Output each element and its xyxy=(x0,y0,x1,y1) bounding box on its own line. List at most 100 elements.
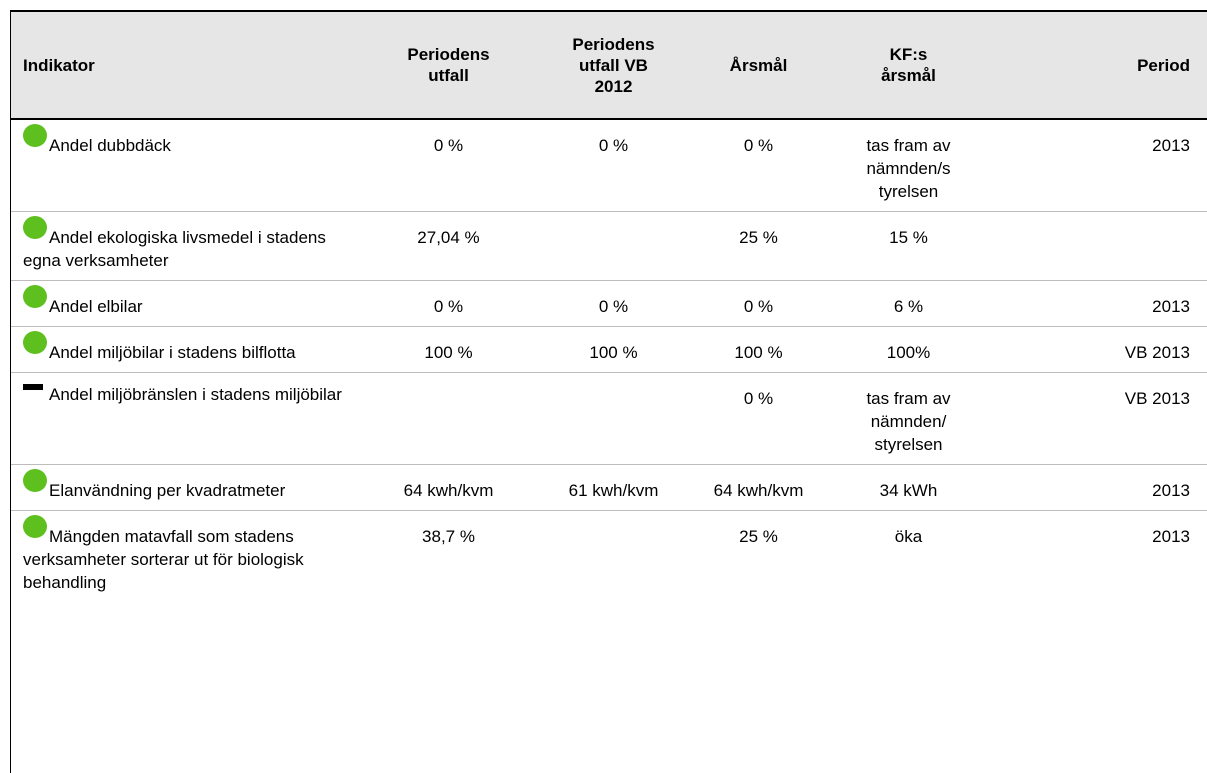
cell-text: 2013 xyxy=(1152,481,1190,500)
table-row: Andel miljöbränslen i stadens miljöbilar… xyxy=(11,372,1207,465)
table-row: Andel elbilar 0 % 0 % 0 % 6 % 2013 xyxy=(11,280,1207,327)
value-cell: 25 % xyxy=(701,511,816,603)
cell-text: VB 2013 xyxy=(1124,343,1190,362)
indicator-cell: Andel miljöbränslen i stadens miljöbilar xyxy=(11,372,371,465)
value-cell: tas fram av nämnden/s tyrelsen xyxy=(816,119,1001,212)
indicator-cell: Andel miljöbilar i stadens bilflotta xyxy=(11,326,371,373)
value-cell xyxy=(371,372,526,465)
cell-text: tas fram av nämnden/ styrelsen xyxy=(866,389,951,454)
status-dot xyxy=(23,515,47,538)
value-cell: 100 % xyxy=(371,326,526,373)
indicator-cell: Elanvändning per kvadratmeter xyxy=(11,464,371,511)
cell-text: Mängden matavfall som stadens verksamhet… xyxy=(23,527,304,592)
value-cell xyxy=(526,211,701,281)
value-cell: 25 % xyxy=(701,211,816,281)
value-cell: 38,7 % xyxy=(371,511,526,603)
indicator-cell: Andel dubbdäck xyxy=(11,119,371,212)
value-cell: 2013 xyxy=(1001,464,1207,511)
value-cell: 6 % xyxy=(816,280,1001,327)
cell-text: 27,04 % xyxy=(417,228,480,247)
header-cell: Periodens utfall VB 2012 xyxy=(526,10,701,120)
value-cell: 61 kwh/kvm xyxy=(526,464,701,511)
cell-text: 25 % xyxy=(739,527,778,546)
cell-text: Elanvändning per kvadratmeter xyxy=(49,481,286,500)
indicator-table: Indikator Periodens utfall Periodens utf… xyxy=(11,10,1207,602)
cell-text: Andel ekologiska livsmedel i stadens egn… xyxy=(23,228,326,270)
value-cell xyxy=(526,511,701,603)
value-cell: 100% xyxy=(816,326,1001,373)
status-dot xyxy=(23,285,47,308)
table-row: Andel miljöbilar i stadens bilflotta 100 … xyxy=(11,326,1207,373)
value-cell xyxy=(1001,211,1207,281)
cell-text: 38,7 % xyxy=(422,527,475,546)
value-cell: 27,04 % xyxy=(371,211,526,281)
value-cell: 0 % xyxy=(526,119,701,212)
value-cell: 100 % xyxy=(701,326,816,373)
cell-text: tas fram av nämnden/s tyrelsen xyxy=(866,136,951,201)
cell-text: 61 kwh/kvm xyxy=(568,481,659,500)
header-cell: Period xyxy=(1001,10,1207,120)
value-cell: VB 2013 xyxy=(1001,372,1207,465)
cell-text: 0 % xyxy=(743,297,774,316)
cell-text: 2013 xyxy=(1152,136,1190,155)
value-cell: 64 kwh/kvm xyxy=(701,464,816,511)
status-dot xyxy=(23,469,47,492)
table-body: Andel dubbdäck 0 % 0 % 0 % tas fram av nämnd… xyxy=(11,119,1207,602)
cell-text: 6 % xyxy=(893,297,924,316)
cell-text: VB 2013 xyxy=(1124,389,1190,408)
cell-text: 2013 xyxy=(1152,527,1190,546)
cell-text: 64 kwh/kvm xyxy=(403,481,494,500)
value-cell: 0 % xyxy=(701,372,816,465)
indicator-cell: Mängden matavfall som stadens verksamhet… xyxy=(11,511,371,603)
value-cell xyxy=(526,372,701,465)
cell-text: Andel miljöbränslen i stadens miljöbilar xyxy=(49,385,342,404)
value-cell: 100 % xyxy=(526,326,701,373)
status-dash xyxy=(23,384,43,390)
status-dot xyxy=(23,124,47,147)
cell-text: 100 % xyxy=(734,343,783,362)
cell-text: öka xyxy=(894,527,923,546)
cell-text: Andel dubbdäck xyxy=(49,136,171,155)
cell-text: Andel elbilar xyxy=(49,297,143,316)
cell-text: 0 % xyxy=(598,136,629,155)
cell-text: 0 % xyxy=(433,136,464,155)
cell-text: 100 % xyxy=(589,343,638,362)
value-cell: 0 % xyxy=(371,119,526,212)
cell-text: 15 % xyxy=(889,228,928,247)
value-cell: öka xyxy=(816,511,1001,603)
value-cell: 15 % xyxy=(816,211,1001,281)
value-cell: VB 2013 xyxy=(1001,326,1207,373)
header-cell: KF:s årsmål xyxy=(816,10,1001,120)
cell-text: 0 % xyxy=(743,136,774,155)
cell-text: 2013 xyxy=(1152,297,1190,316)
value-cell: 0 % xyxy=(701,119,816,212)
cell-text: 34 kWh xyxy=(879,481,938,500)
cell-text: 0 % xyxy=(433,297,464,316)
table-row: Andel dubbdäck 0 % 0 % 0 % tas fram av nämnd… xyxy=(11,119,1207,212)
value-cell: tas fram av nämnden/ styrelsen xyxy=(816,372,1001,465)
value-cell: 34 kWh xyxy=(816,464,1001,511)
cell-text: 100 % xyxy=(424,343,473,362)
table-row: Mängden matavfall som stadens verksamhet… xyxy=(11,511,1207,603)
header-cell: Årsmål xyxy=(701,10,816,120)
status-dot xyxy=(23,331,47,354)
indicator-cell: Andel ekologiska livsmedel i stadens egn… xyxy=(11,211,371,281)
table-row: Elanvändning per kvadratmeter 64 kwh/kvm 6… xyxy=(11,464,1207,511)
value-cell: 0 % xyxy=(701,280,816,327)
table-row: Andel ekologiska livsmedel i stadens egn… xyxy=(11,211,1207,281)
cell-text: 25 % xyxy=(739,228,778,247)
value-cell: 0 % xyxy=(526,280,701,327)
cell-text: 100% xyxy=(886,343,931,362)
status-dot xyxy=(23,216,47,239)
table-header: Indikator Periodens utfall Periodens utf… xyxy=(11,10,1207,120)
cell-text: Andel miljöbilar i stadens bilflotta xyxy=(49,343,296,362)
cell-text: 0 % xyxy=(743,389,774,408)
header-cell: Indikator xyxy=(11,10,371,120)
cell-text: 64 kwh/kvm xyxy=(713,481,804,500)
value-cell: 2013 xyxy=(1001,280,1207,327)
cell-text: 0 % xyxy=(598,297,629,316)
value-cell: 64 kwh/kvm xyxy=(371,464,526,511)
indicator-cell: Andel elbilar xyxy=(11,280,371,327)
table-frame: Indikator Periodens utfall Periodens utf… xyxy=(10,10,1207,773)
